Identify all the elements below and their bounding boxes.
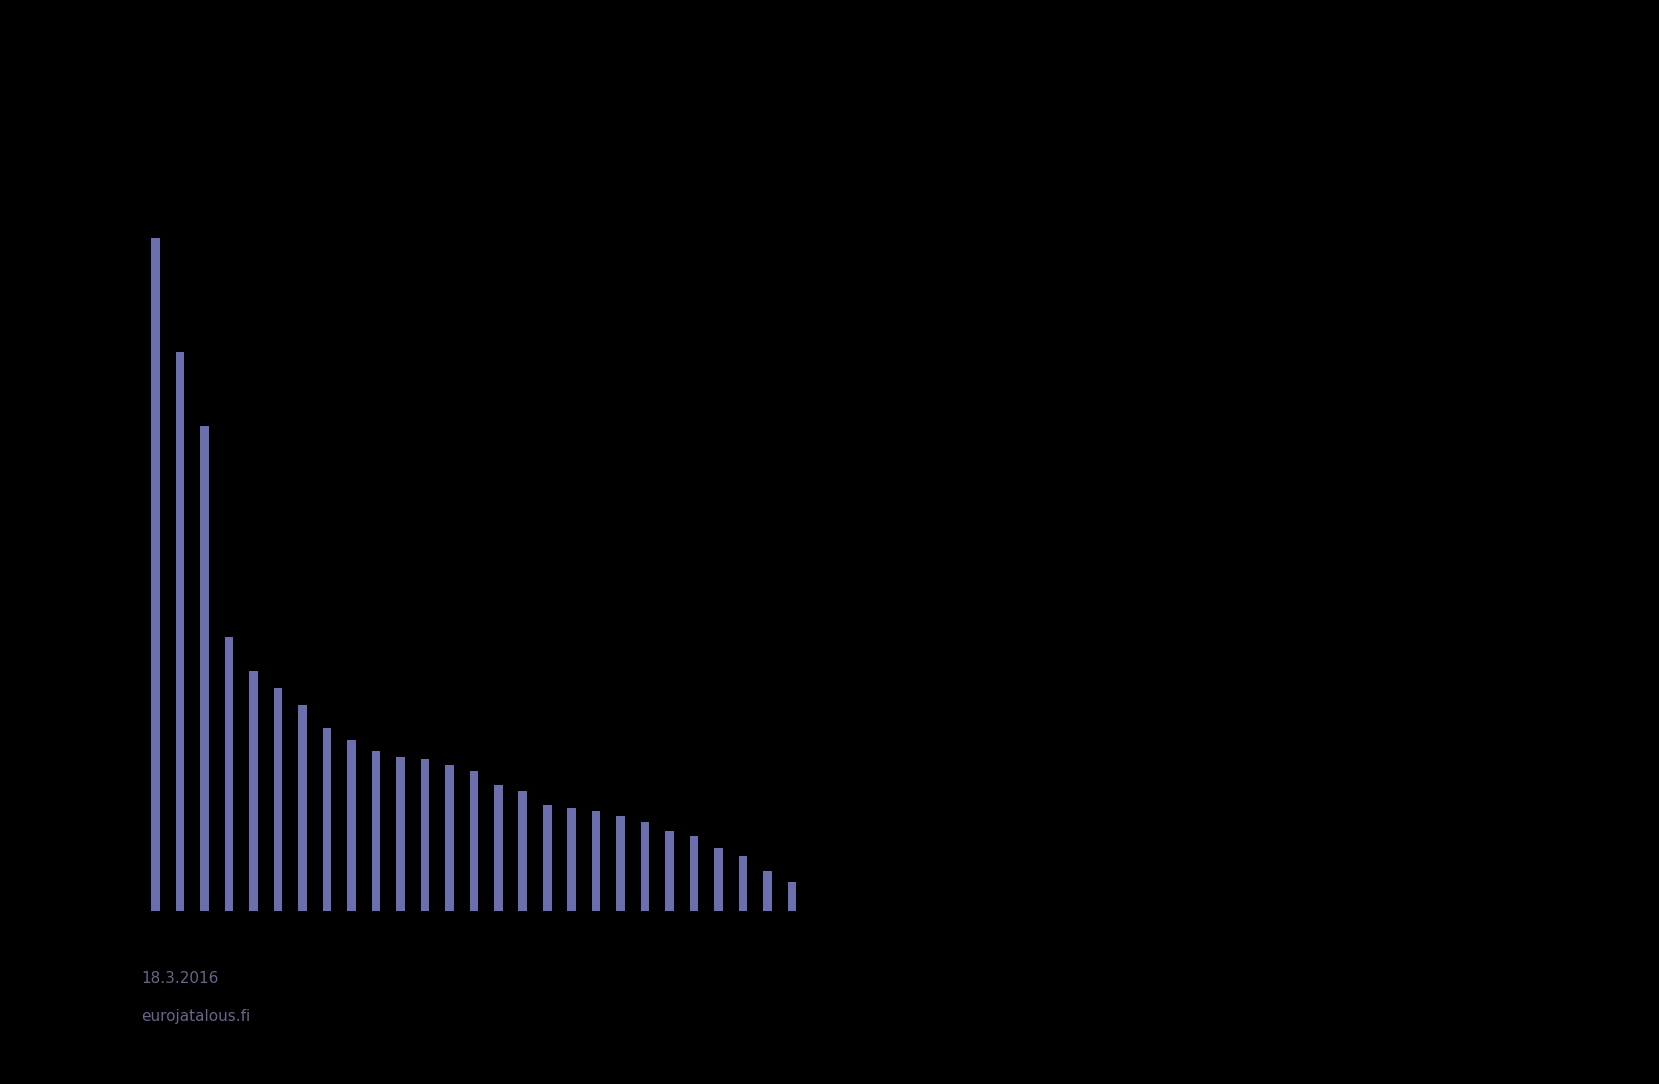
- Bar: [347, 739, 355, 911]
- Bar: [519, 791, 528, 911]
- Bar: [494, 785, 503, 911]
- Bar: [201, 426, 209, 911]
- Bar: [299, 706, 307, 911]
- Text: 18.3.2016: 18.3.2016: [141, 971, 219, 986]
- Bar: [151, 237, 159, 911]
- Bar: [445, 765, 453, 911]
- Bar: [469, 771, 478, 911]
- Bar: [715, 848, 723, 911]
- Bar: [226, 637, 234, 911]
- Bar: [249, 671, 257, 911]
- Bar: [640, 822, 649, 911]
- Bar: [176, 352, 184, 911]
- Bar: [324, 728, 332, 911]
- Bar: [617, 816, 625, 911]
- Bar: [665, 830, 674, 911]
- Bar: [421, 760, 430, 911]
- Bar: [788, 882, 796, 911]
- Bar: [738, 856, 747, 911]
- Bar: [372, 751, 380, 911]
- Bar: [542, 805, 551, 911]
- Bar: [592, 811, 601, 911]
- Bar: [274, 688, 282, 911]
- Bar: [690, 837, 698, 911]
- Bar: [567, 808, 576, 911]
- Text: eurojatalous.fi: eurojatalous.fi: [141, 1009, 251, 1024]
- Bar: [763, 870, 771, 911]
- Bar: [397, 757, 405, 911]
